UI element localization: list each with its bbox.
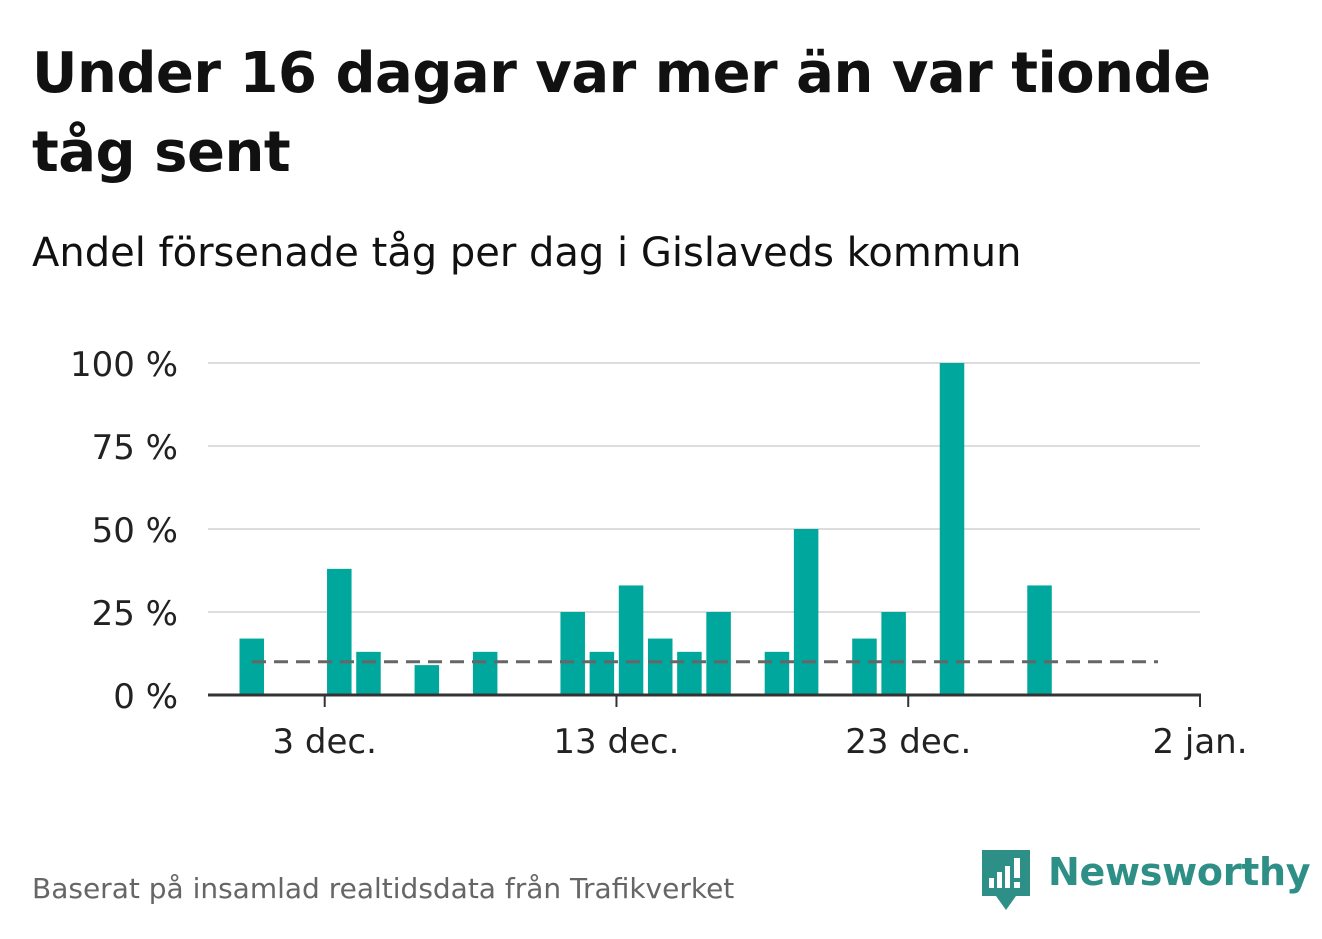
bar [239, 638, 265, 695]
bar [647, 638, 673, 695]
x-tick-label: 3 dec. [272, 722, 376, 762]
bar [414, 665, 440, 695]
x-tick-label: 23 dec. [845, 722, 971, 762]
x-axis [208, 693, 1201, 707]
bar [881, 612, 906, 695]
y-tick-label: 0 % [113, 677, 178, 717]
source-note: Baserat på insamlad realtidsdata från Tr… [32, 872, 735, 905]
bar [618, 585, 644, 695]
newsworthy-logo-icon [982, 850, 1030, 910]
bar [852, 638, 877, 695]
bar [472, 651, 498, 695]
brand-name: Newsworthy [1048, 850, 1311, 894]
bar-chart: 0 % 25 % 50 % 75 % 100 % 3 dec. 13 dec. 23 dec… [70, 345, 1248, 762]
x-tick-label: 2 jan. [1152, 722, 1247, 762]
chart-title: Under 16 dagar var mer än var tionde tåg… [32, 41, 1211, 185]
bar [939, 363, 965, 695]
chart-subtitle: Andel försenade tåg per dag i Gislaveds … [32, 230, 1022, 276]
bars [239, 363, 1052, 695]
bar [356, 651, 381, 695]
y-tick-label: 100 % [70, 345, 178, 385]
bar [327, 568, 352, 695]
gridlines [208, 362, 1200, 613]
x-axis-labels: 3 dec. 13 dec. 23 dec. 2 jan. [272, 722, 1247, 762]
bar [677, 651, 702, 695]
y-tick-label: 25 % [92, 594, 178, 634]
bar [764, 651, 790, 695]
bar [560, 612, 585, 695]
bar [793, 529, 819, 695]
y-tick-label: 75 % [92, 428, 178, 468]
x-tick-label: 13 dec. [553, 722, 679, 762]
bar [1027, 585, 1052, 695]
bar [706, 612, 731, 695]
y-tick-label: 50 % [92, 511, 178, 551]
bar [589, 651, 615, 695]
y-axis-labels: 0 % 25 % 50 % 75 % 100 % [70, 345, 178, 717]
